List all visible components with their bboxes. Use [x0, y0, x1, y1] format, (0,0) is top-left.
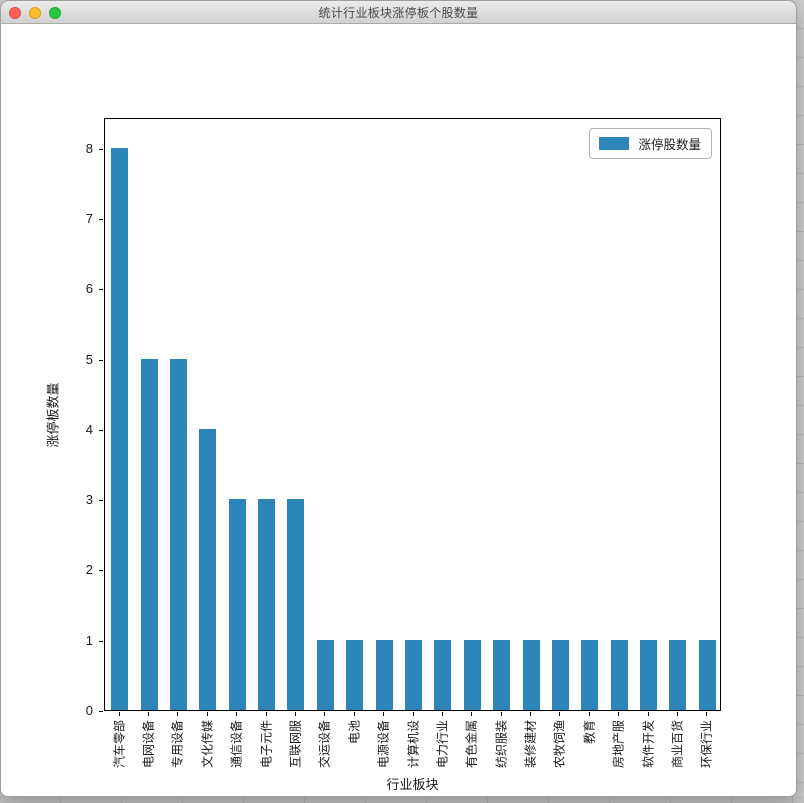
- y-tick: [99, 570, 103, 572]
- x-tick-label-text: 电力行业: [435, 720, 450, 769]
- close-button[interactable]: [9, 6, 21, 19]
- x-tick-label-text: 软件开发: [641, 720, 656, 769]
- y-tick: [99, 359, 103, 361]
- x-tick: [500, 712, 502, 716]
- y-tick: [99, 148, 103, 150]
- y-tick-label: 5: [85, 351, 93, 367]
- bar: [551, 639, 569, 710]
- y-tick: [99, 500, 103, 502]
- bar: [581, 639, 599, 710]
- x-tick: [177, 712, 179, 716]
- minimize-button[interactable]: [29, 6, 41, 19]
- bar: [199, 428, 217, 710]
- x-tick: [206, 712, 208, 716]
- plot-area: [104, 118, 721, 711]
- x-tick-label-text: 文化传媒: [200, 720, 215, 769]
- x-tick-label-text: 互联网服: [288, 720, 303, 769]
- x-tick: [383, 712, 385, 716]
- background-app-strip-bottom: [0, 796, 804, 803]
- x-tick: [294, 712, 296, 716]
- x-tick-label-text: 装修建材: [523, 720, 538, 769]
- x-tick-label-text: 电源设备: [376, 720, 391, 769]
- bar: [258, 499, 276, 710]
- x-tick: [618, 712, 620, 716]
- window-titlebar[interactable]: 统计行业板块涨停板个股数量: [1, 1, 796, 24]
- x-tick-label-text: 房地产服: [611, 720, 626, 769]
- bar: [522, 639, 540, 710]
- y-tick-label: 6: [85, 281, 93, 297]
- legend-swatch: [599, 137, 630, 150]
- y-tick-label: 7: [85, 211, 93, 227]
- window-controls: [9, 1, 61, 24]
- x-tick: [676, 712, 678, 716]
- y-tick: [99, 289, 103, 291]
- figure-canvas: 0 1 2 3 4 5 6 7 8 汽车零部 电网设备 专用设备 文化传媒 通信设备 电子元件 互联网服 交运设…: [1, 24, 796, 796]
- x-tick-label-text: 通信设备: [229, 720, 244, 769]
- bar: [405, 639, 422, 710]
- y-tick-label: 3: [85, 492, 93, 508]
- x-tick: [441, 712, 443, 716]
- x-tick-label-text: 商业百货: [670, 720, 685, 769]
- x-tick: [588, 712, 590, 716]
- zoom-button[interactable]: [49, 6, 61, 19]
- background-app-strip-right: [796, 0, 804, 803]
- bar: [698, 639, 716, 710]
- x-tick-label-text: 计算机设: [406, 720, 420, 769]
- y-tick-label: 1: [85, 632, 93, 648]
- bar: [228, 499, 246, 710]
- y-tick-label: 2: [85, 562, 93, 578]
- x-tick-label-text: 电子元件: [259, 720, 274, 769]
- x-tick: [353, 712, 355, 716]
- x-tick: [530, 712, 532, 716]
- x-tick-label-text: 有色金属: [464, 720, 479, 769]
- y-tick: [99, 429, 103, 431]
- bar: [610, 639, 628, 710]
- x-tick: [647, 712, 649, 716]
- bar: [316, 639, 334, 710]
- x-tick-label-text: 电池: [347, 720, 362, 745]
- bar: [463, 639, 481, 710]
- x-tick: [148, 712, 150, 716]
- bar: [493, 639, 511, 710]
- y-tick-label: 8: [85, 140, 93, 156]
- bar: [346, 639, 364, 710]
- x-tick: [324, 712, 326, 716]
- y-tick-label: 0: [85, 703, 93, 718]
- bar: [140, 358, 158, 710]
- legend: 涨停股数量: [589, 128, 712, 159]
- x-tick: [706, 712, 708, 716]
- y-tick: [99, 711, 103, 712]
- x-tick: [118, 712, 120, 716]
- x-tick-label-text: 纺织服装: [494, 720, 509, 769]
- y-tick: [99, 640, 103, 642]
- x-tick-label-text: 电网设备: [141, 720, 156, 769]
- x-tick: [412, 712, 414, 716]
- bar: [287, 499, 305, 710]
- x-tick: [471, 712, 473, 716]
- bar: [169, 358, 187, 710]
- x-axis-label: 行业板块: [386, 777, 439, 792]
- x-tick-label-text: 交运设备: [317, 720, 332, 769]
- x-tick-label-text: 汽车零部: [112, 720, 127, 769]
- bar: [669, 639, 687, 710]
- bar: [434, 639, 452, 710]
- x-tick: [236, 712, 238, 716]
- bar: [111, 147, 129, 710]
- window-title: 统计行业板块涨停板个股数量: [318, 5, 479, 20]
- x-tick-label-text: 农牧饲渔: [552, 720, 567, 769]
- x-tick-label-text: 专用设备: [170, 720, 185, 769]
- x-tick: [559, 712, 561, 716]
- x-tick-label-text: 环保行业: [699, 720, 714, 769]
- legend-label: 涨停股数量: [638, 138, 701, 152]
- x-tick: [265, 712, 267, 716]
- y-tick: [99, 219, 103, 221]
- bar: [375, 639, 393, 710]
- y-tick-label: 4: [85, 421, 93, 437]
- bar: [640, 639, 658, 710]
- x-tick-label-text: 教育: [582, 720, 597, 745]
